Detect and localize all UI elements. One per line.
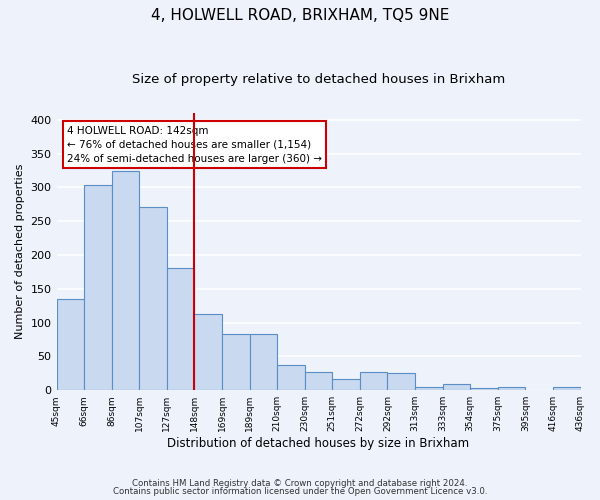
Bar (139, 207, 167, 390)
Bar (332, 380, 360, 390)
Bar (553, 387, 581, 390)
Bar (167, 268, 194, 390)
Bar (222, 334, 250, 390)
Bar (112, 170, 139, 390)
Bar (443, 384, 470, 390)
Bar (305, 372, 332, 390)
Bar (415, 387, 443, 390)
Title: Size of property relative to detached houses in Brixham: Size of property relative to detached ho… (132, 72, 505, 86)
Bar (360, 372, 388, 390)
Bar (194, 314, 222, 390)
Bar (388, 374, 415, 390)
X-axis label: Distribution of detached houses by size in Brixham: Distribution of detached houses by size … (167, 437, 470, 450)
Bar (277, 365, 305, 390)
Text: 4, HOLWELL ROAD, BRIXHAM, TQ5 9NE: 4, HOLWELL ROAD, BRIXHAM, TQ5 9NE (151, 8, 449, 22)
Text: 4 HOLWELL ROAD: 142sqm
← 76% of detached houses are smaller (1,154)
24% of semi-: 4 HOLWELL ROAD: 142sqm ← 76% of detached… (67, 126, 322, 164)
Y-axis label: Number of detached properties: Number of detached properties (15, 164, 25, 340)
Bar (84, 186, 112, 390)
Bar (498, 387, 526, 390)
Bar (250, 334, 277, 390)
Text: Contains HM Land Registry data © Crown copyright and database right 2024.: Contains HM Land Registry data © Crown c… (132, 478, 468, 488)
Bar (56, 299, 84, 390)
Text: Contains public sector information licensed under the Open Government Licence v3: Contains public sector information licen… (113, 487, 487, 496)
Bar (470, 388, 498, 390)
